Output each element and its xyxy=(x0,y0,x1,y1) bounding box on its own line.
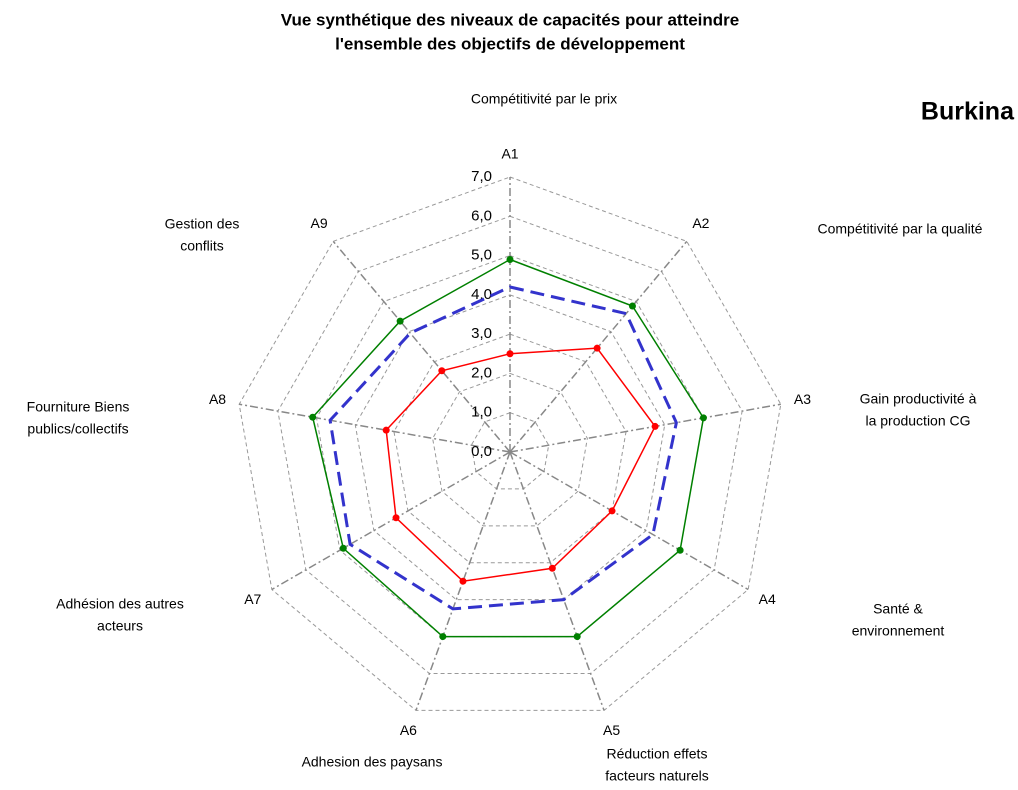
series-marker xyxy=(339,544,347,552)
axis-title: Compétitivité par le prix xyxy=(471,91,617,107)
axis-title: Adhésion des autres xyxy=(56,596,184,612)
axis-title: Réduction effets xyxy=(607,746,708,762)
series-marker xyxy=(506,350,514,358)
series-marker xyxy=(593,344,601,352)
axis-label: A6 xyxy=(400,722,417,738)
axis-label: A1 xyxy=(501,146,518,162)
axis-label: A8 xyxy=(209,391,226,407)
axis-label: A5 xyxy=(603,722,620,738)
tick-label: 0,0 xyxy=(471,443,492,460)
series-marker xyxy=(309,413,317,421)
axis-title: environnement xyxy=(852,623,945,639)
series-marker xyxy=(608,507,616,515)
axis-title: Gain productivité à xyxy=(860,391,977,407)
axis-label: A9 xyxy=(311,215,328,231)
axis-title: Gestion des xyxy=(165,216,240,232)
series-marker xyxy=(548,564,556,572)
tick-label: 7,0 xyxy=(471,168,492,185)
series-marker xyxy=(628,302,636,310)
chart-title: l'ensemble des objectifs de développemen… xyxy=(335,34,685,53)
axis-title: la production CG xyxy=(865,413,970,429)
axis-title: acteurs xyxy=(97,618,143,634)
series-marker xyxy=(438,367,446,375)
tick-label: 3,0 xyxy=(471,325,492,342)
spoke xyxy=(509,240,688,453)
series-marker xyxy=(676,546,684,554)
axis-title: Compétitivité par la qualité xyxy=(818,221,983,237)
grid-ring xyxy=(393,333,627,564)
series-marker xyxy=(651,422,659,430)
grid-ring xyxy=(238,176,782,711)
axis-label: A3 xyxy=(794,391,811,407)
series-marker xyxy=(573,633,581,641)
axis-label: A2 xyxy=(692,215,709,231)
tick-label: 2,0 xyxy=(471,364,492,381)
axis-title: Santé & xyxy=(873,601,923,617)
axis-title: publics/collectifs xyxy=(27,421,128,437)
spoke xyxy=(332,240,511,453)
axis-title: facteurs naturels xyxy=(605,768,709,784)
grid-ring xyxy=(277,215,743,674)
grid-ring xyxy=(354,294,666,601)
axis-label: A7 xyxy=(244,591,261,607)
chart-label: Burkina xyxy=(921,98,1015,126)
series-marker xyxy=(699,414,707,422)
axis-title: conflits xyxy=(180,238,224,254)
series-marker xyxy=(439,633,447,641)
series-marker xyxy=(506,256,514,263)
grid-ring xyxy=(470,412,550,490)
tick-label: 1,0 xyxy=(471,404,492,421)
spoke xyxy=(239,403,511,453)
series-marker xyxy=(392,514,400,522)
series-marker xyxy=(382,426,390,434)
spoke xyxy=(509,451,605,711)
chart-title: Vue synthétique des niveaux de capacités… xyxy=(281,10,740,29)
series-line xyxy=(311,258,705,638)
axis-title: Fourniture Biens xyxy=(27,399,130,415)
spoke xyxy=(415,451,511,711)
series-line xyxy=(328,285,678,611)
spoke xyxy=(271,451,511,591)
axis-title: Adhesion des paysans xyxy=(302,754,443,770)
spoke xyxy=(509,403,781,453)
tick-label: 6,0 xyxy=(471,207,492,224)
grid-ring xyxy=(432,372,588,527)
tick-label: 4,0 xyxy=(471,286,492,303)
axis-label: A4 xyxy=(759,591,776,607)
series-marker xyxy=(459,577,467,585)
series-marker xyxy=(396,317,404,325)
tick-label: 5,0 xyxy=(471,247,492,264)
spoke xyxy=(509,451,749,591)
series-line xyxy=(385,347,656,583)
